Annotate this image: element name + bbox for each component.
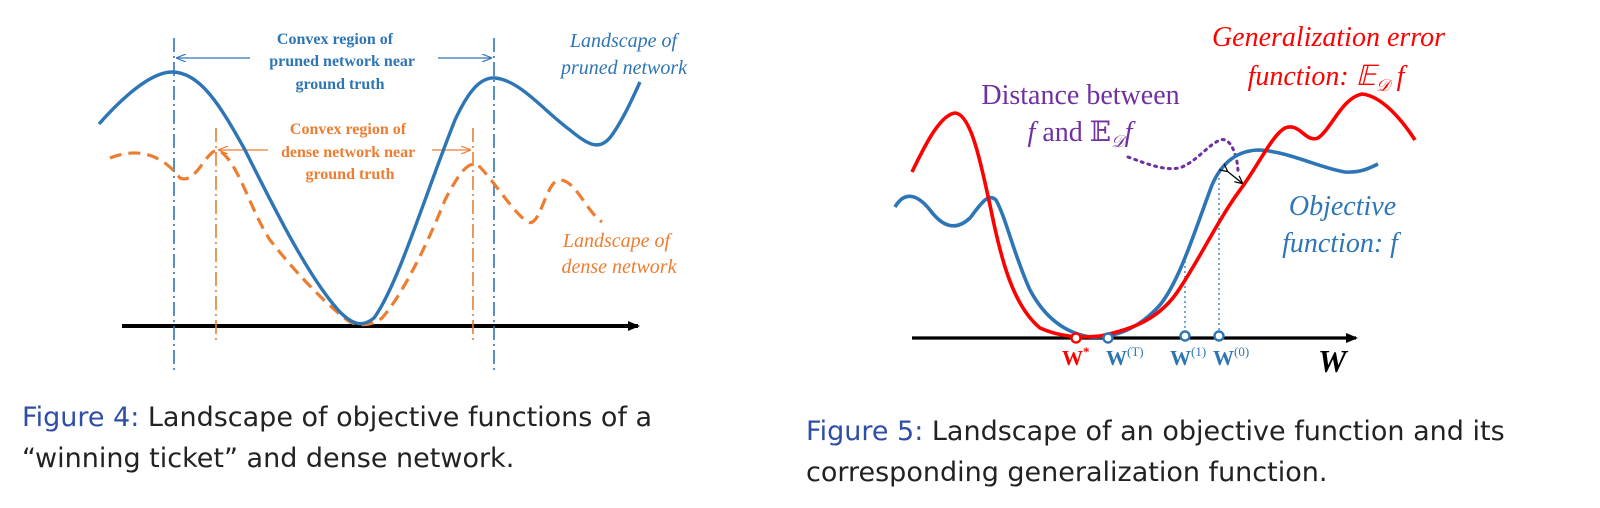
w-1-label: W(1) [1170, 344, 1206, 370]
generalization-error-curve [910, 92, 1417, 339]
figure5-caption-prefix: Figure 5: [806, 416, 923, 447]
figure4-caption: Figure 4: Landscape of objective functio… [22, 402, 661, 474]
weight-axis-label: W [1318, 343, 1349, 379]
pruned-network-landscape-curve [97, 70, 642, 326]
distance-dotted-curve [1126, 138, 1240, 174]
w-star-marker [1070, 332, 1082, 344]
distance-arrow [1227, 171, 1242, 183]
w-0-label: W(0) [1213, 344, 1249, 370]
generalization-function-label: Generalization error function: 𝔼𝒟 f [1212, 22, 1452, 95]
w-0-marker [1213, 330, 1225, 342]
w-T-label: W(T) [1106, 344, 1144, 370]
dense-region-label: Convex region of dense network near grou… [281, 121, 419, 183]
figure-5: W* W(T) W(1) W(0) W Generalization error… [806, 22, 1513, 488]
dense-landscape-label: Landscape of dense network [562, 230, 678, 278]
figure5-caption: Figure 5: Landscape of an objective func… [806, 416, 1513, 488]
figure4-caption-prefix: Figure 4: [22, 402, 139, 433]
pruned-region-label: Convex region of pruned network near gro… [269, 31, 419, 93]
objective-function-label: Objective function: f [1282, 191, 1403, 259]
w-1-marker [1179, 330, 1191, 342]
dense-network-landscape-curve [109, 148, 603, 327]
figure-4: Convex region of pruned network near gro… [22, 30, 688, 474]
distance-label: Distance between f and 𝔼𝒟f [981, 80, 1186, 151]
w-star-label: W* [1062, 344, 1090, 370]
pruned-landscape-label: Landscape of pruned network [559, 30, 688, 79]
w-T-marker [1102, 332, 1114, 344]
